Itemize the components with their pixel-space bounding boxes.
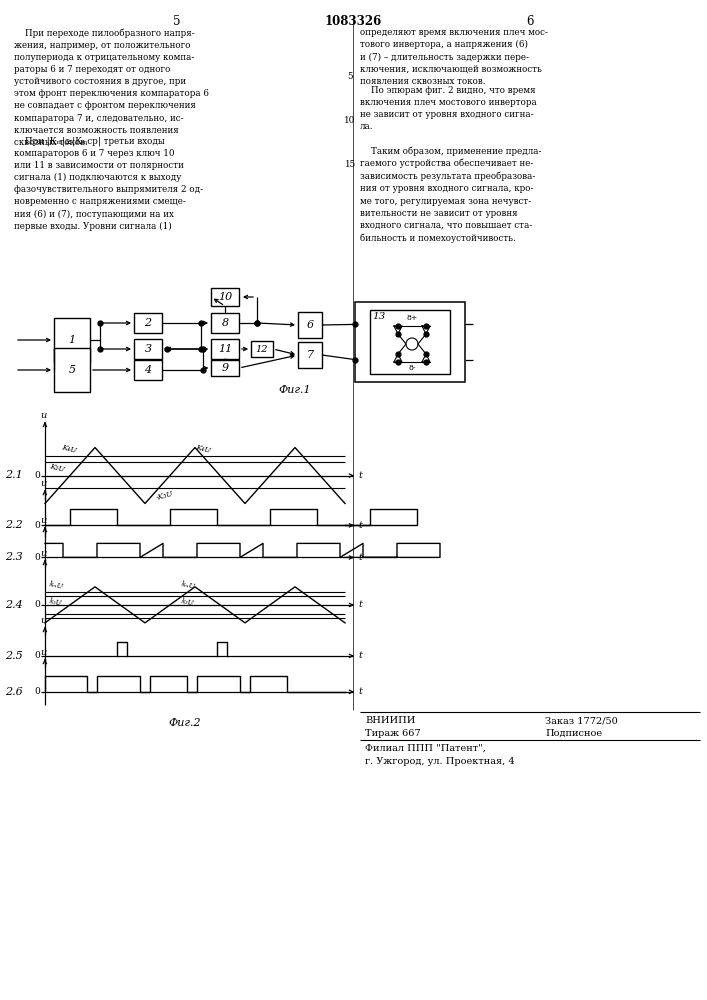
Bar [54, 318, 90, 362]
Text: 13: 13 [372, 312, 385, 321]
Text: 8-: 8- [408, 364, 416, 372]
Text: При переходе пилообразного напря-
жения, например, от положительного
полупериода: При переходе пилообразного напря- жения,… [14, 28, 209, 147]
Text: u: u [40, 616, 46, 625]
Bar [211, 288, 239, 306]
Text: u: u [40, 516, 46, 525]
Text: 9: 9 [221, 363, 228, 373]
Text: kₘU: kₘU [180, 580, 196, 591]
Text: 1: 1 [69, 335, 76, 345]
Text: Фиг.2: Фиг.2 [169, 718, 201, 728]
Text: 0: 0 [34, 471, 40, 480]
Text: 2.6: 2.6 [5, 687, 23, 697]
Text: k₃U: k₃U [180, 597, 194, 607]
Text: K₃U: K₃U [49, 462, 66, 474]
Text: 8: 8 [221, 318, 228, 328]
Text: u: u [40, 549, 46, 558]
Text: 8+: 8+ [407, 314, 418, 322]
Text: 5: 5 [173, 15, 181, 28]
Text: u: u [40, 411, 46, 420]
Text: Подписное: Подписное [545, 729, 602, 738]
Text: Филиал ППП "Патент",: Филиал ППП "Патент", [365, 744, 486, 753]
Text: t: t [358, 651, 362, 660]
Text: 6: 6 [306, 320, 314, 330]
Text: 1083326: 1083326 [325, 15, 382, 28]
Bar [211, 313, 239, 333]
Text: ВНИИПИ: ВНИИПИ [365, 716, 416, 725]
Text: -K₃U: -K₃U [155, 489, 174, 502]
Text: При |Кₘ|≥|Кₘср| третьи входы
компараторов 6 и 7 через ключ 10
или 11 в зависимос: При |Кₘ|≥|Кₘср| третьи входы компараторо… [14, 136, 203, 231]
Text: 2: 2 [144, 318, 151, 328]
Text: 0: 0 [34, 521, 40, 530]
Text: 2.1: 2.1 [5, 471, 23, 481]
Bar [355, 302, 465, 382]
Text: определяют время включения плеч мос-
тового инвертора, а напряжения (6)
и (7) – : определяют время включения плеч мос- тов… [360, 28, 548, 86]
Text: г. Ужгород, ул. Проектная, 4: г. Ужгород, ул. Проектная, 4 [365, 757, 515, 766]
Text: Фиг.1: Фиг.1 [279, 385, 311, 395]
Text: Тираж 667: Тираж 667 [365, 729, 421, 738]
Text: kₘU: kₘU [48, 580, 64, 591]
Text: K₄U: K₄U [195, 443, 211, 454]
Text: K₄U: K₄U [61, 443, 78, 454]
Text: 3: 3 [144, 344, 151, 354]
Bar [134, 339, 162, 359]
Bar [298, 342, 322, 368]
Bar [298, 312, 322, 338]
Text: 0: 0 [34, 651, 40, 660]
Text: 2.5: 2.5 [5, 651, 23, 661]
Text: 5: 5 [69, 365, 76, 375]
Text: u: u [40, 479, 46, 488]
Text: 5: 5 [347, 72, 353, 81]
Text: t: t [358, 553, 362, 562]
Text: 2.4: 2.4 [5, 600, 23, 610]
Text: 0: 0 [34, 553, 40, 562]
Text: 4: 4 [144, 365, 151, 375]
Text: u: u [40, 648, 46, 657]
Text: 2.2: 2.2 [5, 520, 23, 530]
Text: 6: 6 [526, 15, 534, 28]
Bar [211, 360, 239, 376]
Bar [370, 310, 450, 374]
Bar [134, 313, 162, 333]
Text: 0: 0 [34, 600, 40, 609]
Bar [211, 339, 239, 359]
Bar [251, 341, 273, 357]
Text: 0: 0 [34, 687, 40, 696]
Text: t: t [358, 521, 362, 530]
Text: t: t [358, 687, 362, 696]
Text: Заказ 1772/50: Заказ 1772/50 [545, 716, 618, 725]
Text: 11: 11 [218, 344, 232, 354]
Bar [134, 360, 162, 380]
Text: Таким образом, применение предла-
гаемого устройства обеспечивает не-
зависимост: Таким образом, применение предла- гаемог… [360, 146, 542, 243]
Text: По эпюрам фиг. 2 видно, что время
включения плеч мостового инвертора
не зависит : По эпюрам фиг. 2 видно, что время включе… [360, 86, 537, 131]
Text: 2.3: 2.3 [5, 552, 23, 562]
Text: 10: 10 [218, 292, 232, 302]
Text: 12: 12 [256, 344, 268, 354]
Bar [54, 348, 90, 392]
Text: 10: 10 [344, 116, 356, 125]
Text: k₃U: k₃U [48, 597, 62, 607]
Text: 7: 7 [306, 350, 314, 360]
Text: t: t [358, 600, 362, 609]
Text: t: t [358, 471, 362, 480]
Text: 15: 15 [344, 160, 356, 169]
